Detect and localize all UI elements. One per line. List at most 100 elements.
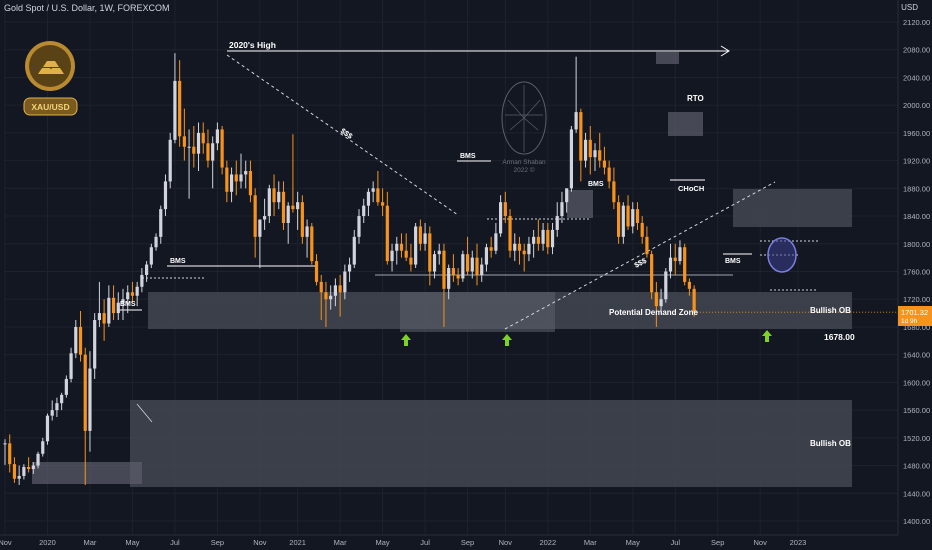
candle-body (550, 229, 555, 248)
candle (272, 174, 276, 217)
candle-body (484, 247, 489, 265)
candle-body (220, 129, 224, 168)
candle (635, 202, 640, 230)
candle-body (659, 299, 663, 307)
candle (475, 243, 479, 286)
candle (215, 122, 219, 151)
candle (130, 281, 135, 303)
bms-box (567, 190, 593, 218)
candle (149, 243, 153, 269)
logo-badge (23, 97, 78, 116)
candle-body (173, 80, 177, 140)
candle-body (362, 205, 366, 217)
candle (211, 136, 215, 189)
candle-body (140, 274, 144, 287)
pointer-arrow (136, 403, 153, 423)
candle-body (229, 174, 234, 192)
x-tick-label: Jul (420, 538, 430, 547)
candle-body (503, 202, 507, 217)
candle (418, 219, 422, 251)
label-bullish-ob-2: Bullish OB (810, 439, 851, 448)
candle (64, 375, 68, 398)
y-tick-label: 1920.00 (903, 157, 930, 166)
candle-body (253, 195, 257, 237)
candle-body (159, 209, 163, 237)
candle-body (333, 285, 337, 296)
candle (357, 209, 361, 244)
candle (333, 278, 337, 307)
candle-body (107, 297, 111, 324)
candle-body (527, 243, 531, 255)
x-tick-label: 2022 (539, 538, 556, 547)
candle-body (324, 292, 328, 300)
label-demand-zone: Potential Demand Zone (609, 308, 698, 317)
candle (196, 122, 201, 172)
candle (574, 56, 578, 133)
candle (687, 278, 691, 296)
candle (640, 216, 644, 244)
price-axis-bg (898, 0, 932, 550)
candle-body (286, 205, 290, 223)
candle-body (645, 236, 649, 255)
candle-body (640, 222, 644, 237)
candle (692, 285, 696, 317)
candle-body (678, 247, 682, 262)
candle-body (55, 403, 59, 411)
candle (456, 268, 460, 286)
candle-body (8, 443, 12, 465)
candle-body (465, 254, 470, 272)
candle (673, 243, 677, 275)
candle-body (12, 464, 17, 479)
candle-body (409, 257, 413, 265)
candle (536, 219, 540, 251)
candle-body (3, 443, 7, 445)
candle-body (263, 216, 267, 220)
x-tick-label: Sep (211, 538, 224, 547)
candle-body (635, 209, 640, 223)
candle-body (437, 250, 441, 255)
label-level: 1678.00 (824, 332, 855, 342)
candle-body (178, 80, 182, 137)
candle (239, 153, 243, 189)
y-tick-label: 2040.00 (903, 73, 930, 82)
candle-body (215, 129, 219, 144)
candle-body (244, 171, 248, 175)
candle-body (357, 216, 361, 237)
candle-body (546, 229, 550, 248)
candle (451, 254, 455, 282)
candle (314, 254, 319, 286)
label-choch: CHoCH (678, 184, 704, 193)
candle (621, 202, 625, 244)
markers (401, 237, 797, 346)
candle (140, 268, 144, 293)
candle (300, 195, 304, 244)
x-tick-label: Nov (754, 538, 768, 547)
candle-body (461, 254, 465, 279)
candle-body (692, 288, 696, 313)
candle-body (617, 202, 621, 237)
candle (588, 125, 592, 175)
y-tick-label: 2000.00 (903, 101, 930, 110)
candle-body (541, 229, 545, 244)
candle (121, 288, 125, 321)
small-box-left (32, 462, 142, 484)
price-tag-bg (898, 306, 932, 326)
annotation-labels: 2020's High BMS BMS BMS BMS BMS $$$ $$$ … (120, 40, 855, 448)
candle-body (135, 286, 139, 296)
candle (522, 243, 526, 272)
candle (484, 243, 489, 272)
candles (3, 53, 898, 485)
candle (579, 108, 583, 182)
candle-body (149, 247, 153, 265)
x-tick-label: May (626, 538, 640, 547)
candle-body (480, 264, 484, 275)
y-tick-label: 1720.00 (903, 295, 930, 304)
candle (234, 160, 238, 196)
candle-body (432, 254, 437, 272)
candle-body (116, 302, 120, 314)
candle (267, 184, 271, 223)
supply-zone-right (733, 189, 852, 227)
candle (201, 122, 205, 154)
candle (36, 451, 40, 469)
